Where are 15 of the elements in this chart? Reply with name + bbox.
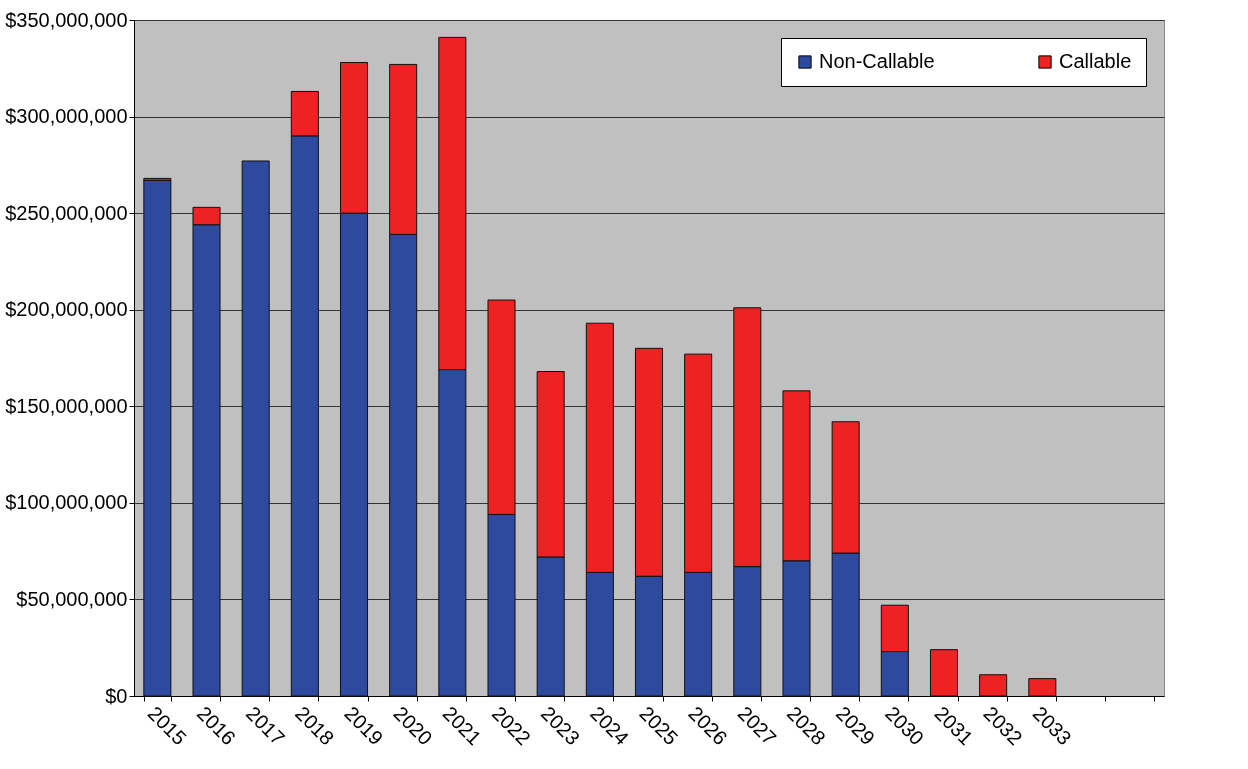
legend-label: Non-Callable <box>819 50 935 72</box>
bar <box>241 160 270 697</box>
bar <box>143 179 172 697</box>
legend-label: Callable <box>1059 50 1132 72</box>
bar <box>1028 678 1057 697</box>
y-tick-label: $350,000,000 <box>5 8 128 31</box>
bar <box>929 649 959 697</box>
y-tick-label: $100,000,000 <box>5 491 128 514</box>
y-tick-label: $0 <box>105 684 128 707</box>
y-tick-label: $250,000,000 <box>5 201 128 224</box>
y-tick-label: $300,000,000 <box>5 105 128 128</box>
bar <box>979 674 1008 697</box>
y-tick-label: $50,000,000 <box>16 587 128 610</box>
y-tick-label: $200,000,000 <box>5 298 128 321</box>
y-tick-label: $150,000,000 <box>5 394 128 417</box>
